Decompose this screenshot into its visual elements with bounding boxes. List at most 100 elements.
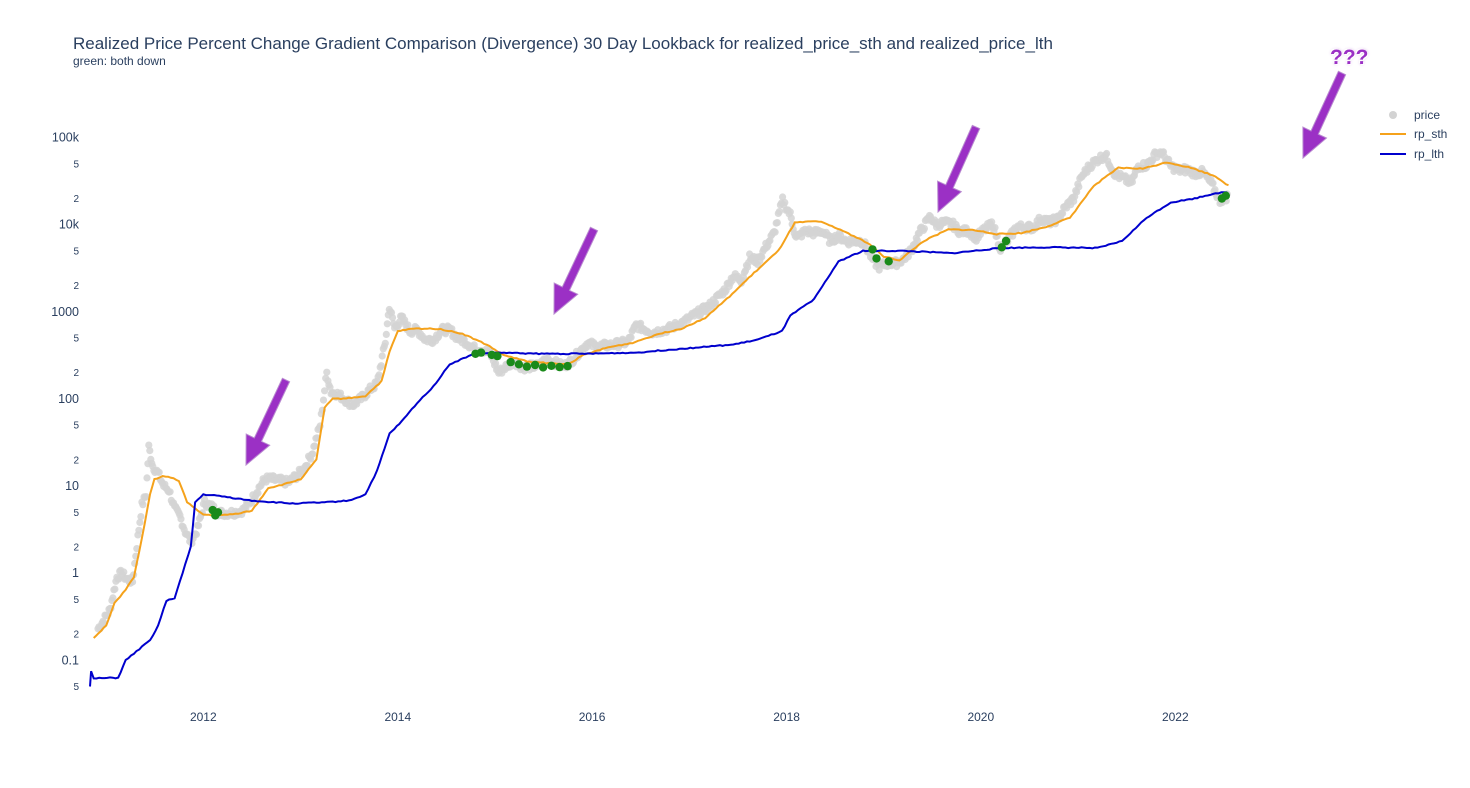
y-tick-label: 100k [52, 131, 80, 145]
y-tick-label: 0.1 [62, 653, 79, 667]
price-point [991, 224, 999, 232]
divergence-point [522, 362, 532, 371]
divergence-point [868, 245, 877, 254]
annotation-arrow-icon [1302, 70, 1347, 160]
divergence-point [493, 351, 502, 361]
price-point [323, 368, 331, 376]
price-point [155, 468, 163, 476]
price-point [139, 501, 147, 509]
divergence-point [1221, 191, 1231, 200]
price-point [786, 208, 794, 216]
price-point [111, 585, 119, 593]
legend-marker-icon [1378, 108, 1408, 122]
divergence-point [1001, 236, 1011, 246]
price-point [311, 442, 319, 450]
price-point [166, 488, 174, 496]
y-minor-tick-label: 5 [73, 508, 79, 519]
annotation-arrow-icon [245, 377, 291, 467]
price-point [1075, 183, 1083, 191]
divergence-point [530, 360, 540, 370]
price-point [388, 314, 397, 322]
series-line-rp-sth [93, 161, 1229, 639]
x-axis-ticks: 2012 2014 2016 2018 2020 2022 [190, 710, 1189, 724]
price-point [875, 266, 883, 274]
series-line-rp-lth [89, 191, 1228, 687]
divergence-point [563, 361, 572, 371]
price-point [913, 236, 921, 244]
series-lines [89, 161, 1229, 687]
price-point [145, 441, 153, 449]
y-tick-label: 1 [72, 566, 79, 580]
divergence-point [872, 254, 881, 263]
price-point [137, 513, 145, 521]
price-point [146, 447, 154, 455]
price-point [442, 330, 450, 338]
price-point [143, 474, 151, 482]
price-point [988, 218, 996, 226]
y-minor-tick-label: 5 [73, 159, 79, 170]
legend-line-icon [1378, 127, 1408, 141]
price-point [321, 387, 329, 395]
y-tick-label: 100 [58, 392, 79, 406]
price-point [781, 198, 789, 207]
price-point [775, 208, 784, 216]
divergence-point [547, 361, 556, 370]
y-tick-label: 1000 [51, 305, 79, 319]
annotation-question-marks: ??? [1330, 46, 1369, 69]
legend: price rp_sth rp_lth [1378, 105, 1447, 164]
price-point [711, 299, 720, 307]
price-point [120, 568, 128, 576]
price-point [773, 219, 781, 227]
legend-item-price[interactable]: price [1378, 105, 1447, 125]
divergence-point [514, 360, 524, 369]
y-minor-tick-label: 5 [73, 421, 79, 432]
legend-label: rp_lth [1414, 146, 1445, 161]
x-tick-label: 2020 [967, 710, 994, 724]
price-point [627, 333, 635, 341]
y-tick-label: 10 [65, 479, 79, 493]
price-point [779, 193, 787, 201]
divergence-point [997, 243, 1006, 252]
price-point [492, 359, 500, 367]
legend-item-rp-sth[interactable]: rp_sth [1378, 125, 1447, 145]
y-tick-label: 10k [59, 218, 80, 232]
price-point [194, 522, 203, 530]
price-point [382, 330, 390, 338]
annotation-arrow-icon [937, 124, 981, 214]
y-minor-tick-label: 2 [73, 630, 79, 641]
divergence-markers [208, 191, 1231, 520]
price-point [254, 489, 262, 497]
price-point [375, 371, 383, 379]
price-markers [94, 148, 1231, 633]
divergence-point [538, 363, 548, 372]
price-point [378, 352, 386, 360]
y-minor-tick-label: 2 [73, 455, 79, 466]
legend-label: rp_sth [1414, 127, 1448, 142]
price-point [1103, 149, 1111, 158]
y-minor-tick-label: 2 [73, 281, 79, 292]
divergence-point [506, 357, 515, 367]
y-axis-ticks: 0.1 1 10 100 1000 10k 100k 5 2 5 2 5 2 5 2 5 2 5 2 5 [51, 131, 80, 693]
x-tick-label: 2018 [773, 710, 800, 724]
divergence-point [476, 348, 486, 357]
price-point [383, 320, 391, 328]
price-point [326, 383, 334, 391]
divergence-point [884, 257, 893, 266]
divergence-point [555, 362, 564, 372]
price-point [1209, 179, 1217, 187]
price-point [177, 515, 185, 523]
annotation-arrows [245, 70, 1347, 467]
price-point [771, 228, 779, 236]
price-point [192, 530, 200, 539]
legend-label: price [1414, 107, 1441, 122]
y-minor-tick-label: 2 [73, 542, 79, 553]
price-point [142, 493, 150, 501]
y-minor-tick-label: 5 [73, 334, 79, 345]
price-point [135, 526, 143, 534]
price-point [758, 253, 766, 261]
x-tick-label: 2022 [1162, 710, 1189, 724]
price-point [920, 225, 929, 233]
y-minor-tick-label: 5 [73, 682, 79, 693]
y-minor-tick-label: 5 [73, 246, 79, 257]
legend-item-rp-lth[interactable]: rp_lth [1378, 144, 1447, 164]
